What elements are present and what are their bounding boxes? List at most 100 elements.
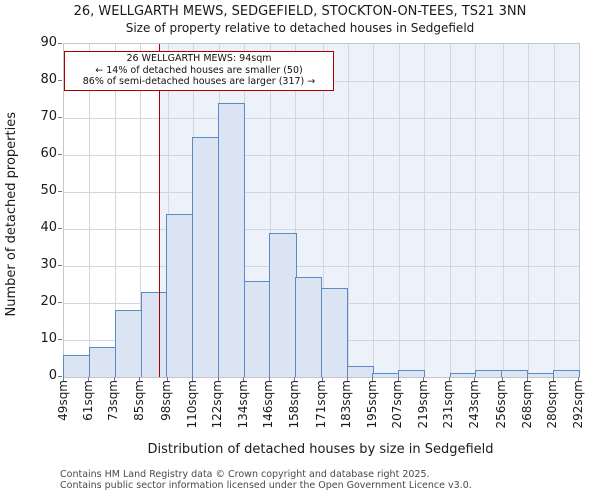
x-tick-label: 146sqm: [261, 380, 276, 429]
histogram-bar: [243, 280, 271, 377]
histogram-bar: [192, 136, 220, 377]
x-tick-mark: [372, 377, 374, 381]
y-tick-mark: [58, 376, 62, 377]
chart-subtitle: Size of property relative to detached ho…: [125, 21, 475, 35]
histogram-bar: [372, 373, 400, 377]
y-tick-mark: [58, 339, 62, 340]
y-tick-label: 0: [48, 368, 57, 383]
y-tick-mark: [58, 80, 62, 81]
y-tick-label: 40: [40, 220, 57, 235]
x-tick-label: 207sqm: [390, 380, 405, 429]
gridline: [64, 155, 579, 156]
x-tick-mark: [139, 377, 141, 381]
histogram-bar: [295, 277, 323, 377]
gridline: [373, 44, 375, 377]
gridline: [424, 44, 426, 377]
x-tick-label: 110sqm: [184, 380, 199, 429]
gridline: [64, 118, 579, 119]
x-tick-label: 134sqm: [235, 380, 250, 429]
x-tick-mark: [63, 377, 64, 381]
x-tick-label: 158sqm: [286, 380, 301, 429]
histogram-bar: [63, 354, 91, 377]
x-tick-label: 256sqm: [494, 380, 509, 429]
histogram-bar: [449, 373, 477, 377]
x-tick-mark: [448, 377, 450, 381]
annotation-box: 26 WELLGARTH MEWS: 94sqm ← 14% of detach…: [64, 51, 334, 91]
y-tick-label: 20: [40, 294, 57, 309]
histogram-bar: [166, 214, 194, 377]
x-tick-mark: [527, 377, 529, 381]
y-tick-label: 10: [40, 331, 57, 346]
gridline: [449, 44, 451, 377]
x-tick-mark: [113, 377, 115, 381]
y-tick-label: 50: [40, 183, 57, 198]
footer-line-2: Contains public sector information licen…: [60, 479, 472, 491]
histogram-bar: [140, 291, 168, 377]
histogram-bar: [398, 369, 426, 377]
gridline: [322, 44, 324, 377]
y-axis-label: Number of detached properties: [4, 112, 19, 317]
x-tick-mark: [423, 377, 425, 381]
histogram-bar: [346, 365, 374, 377]
footer-line-1: Contains HM Land Registry data © Crown c…: [60, 469, 430, 480]
x-tick-label: 292sqm: [570, 380, 585, 429]
y-tick-mark: [58, 154, 62, 155]
x-tick-mark: [578, 377, 579, 381]
gridline: [89, 44, 91, 377]
x-tick-label: 49sqm: [55, 380, 70, 421]
x-tick-label: 122sqm: [210, 380, 225, 429]
gridline: [64, 192, 579, 193]
x-tick-label: 171sqm: [314, 380, 329, 429]
property-size-marker-line: [158, 44, 161, 377]
y-tick-label: 30: [40, 257, 57, 272]
histogram-bar: [320, 288, 348, 377]
annotation-line-3: 86% of semi-detached houses are larger (…: [82, 76, 316, 88]
gridline: [167, 44, 169, 377]
gridline: [295, 44, 296, 377]
histogram-bar: [526, 373, 554, 377]
x-tick-label: 98sqm: [159, 380, 174, 421]
x-tick-mark: [346, 377, 348, 381]
x-tick-label: 61sqm: [80, 380, 95, 421]
annotation-line-1: 26 WELLGARTH MEWS: 94sqm: [126, 53, 272, 64]
y-tick-label: 70: [40, 109, 57, 124]
x-tick-mark: [192, 377, 194, 381]
gridline: [398, 44, 400, 377]
x-tick-mark: [217, 377, 219, 381]
histogram-bar: [552, 369, 580, 377]
x-tick-label: 243sqm: [466, 380, 481, 429]
gridline: [502, 44, 504, 377]
x-tick-label: 280sqm: [545, 380, 560, 429]
gridline: [553, 44, 555, 377]
x-tick-mark: [166, 377, 168, 381]
x-tick-label: 268sqm: [519, 380, 534, 429]
x-tick-label: 183sqm: [339, 380, 354, 429]
x-tick-mark: [474, 377, 476, 381]
y-tick-mark: [58, 191, 62, 192]
gridline: [114, 44, 116, 377]
y-tick-label: 90: [40, 35, 57, 50]
y-tick-mark: [58, 117, 62, 118]
x-tick-mark: [397, 377, 399, 381]
y-tick-mark: [58, 228, 62, 229]
gridline: [64, 266, 579, 267]
y-tick-label: 60: [40, 146, 57, 161]
y-tick-label: 80: [40, 72, 57, 87]
gridline: [475, 44, 477, 377]
x-tick-label: 219sqm: [415, 380, 430, 429]
histogram-bar: [269, 232, 297, 377]
histogram-bar: [89, 347, 117, 377]
x-tick-label: 85sqm: [131, 380, 146, 421]
histogram-bar: [217, 103, 245, 377]
annotation-line-2: ← 14% of detached houses are smaller (50…: [95, 64, 303, 76]
x-tick-label: 73sqm: [106, 380, 121, 421]
y-tick-mark: [58, 43, 62, 44]
x-tick-mark: [268, 377, 270, 381]
histogram-bar: [501, 369, 529, 377]
chart-title: 26, WELLGARTH MEWS, SEDGEFIELD, STOCKTON…: [73, 4, 527, 19]
x-tick-mark: [321, 377, 323, 381]
plot-area: [63, 43, 580, 378]
x-tick-label: 195sqm: [364, 380, 379, 429]
x-tick-mark: [501, 377, 503, 381]
